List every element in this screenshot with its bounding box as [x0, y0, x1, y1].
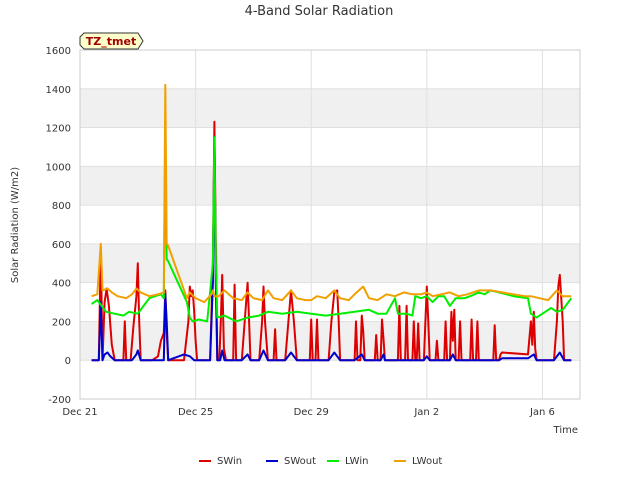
legend-label-swout: SWout [284, 456, 316, 467]
y-tick-label: 800 [52, 201, 71, 212]
badge-label: TZ_tmet [86, 35, 136, 48]
badge-shape [79, 32, 144, 50]
legend: SWin SWout LWin LWout [199, 456, 442, 467]
y-tick-label: 400 [52, 279, 71, 290]
plot-band [80, 243, 580, 283]
series-line-lwout [91, 83, 572, 304]
x-axis-label: Time [553, 425, 578, 436]
station-badge: TZ_tmet [79, 32, 144, 50]
y-tick-label: 1000 [46, 162, 71, 173]
x-tick-label: Dec 25 [178, 407, 213, 418]
y-tick-label: 0 [65, 356, 71, 367]
y-axis-label: Solar Radiation (W/m2) [10, 167, 21, 283]
y-tick-label: 200 [52, 317, 71, 328]
x-tick-label: Dec 29 [294, 407, 329, 418]
series-line-swout [91, 136, 572, 362]
series-lines [91, 83, 573, 362]
legend-label-swin: SWin [217, 456, 242, 467]
x-tick-label: Jan 2 [413, 407, 439, 418]
x-tick-label: Jan 6 [529, 407, 555, 418]
x-tick-label: Dec 21 [62, 407, 97, 418]
legend-label-lwout: LWout [412, 456, 442, 467]
y-tick-label: 1200 [46, 124, 71, 135]
y-tick-label: 600 [52, 240, 71, 251]
series-line-swin [91, 120, 572, 362]
y-tick-label: 1600 [46, 46, 71, 57]
legend-label-lwin: LWin [345, 456, 368, 467]
y-tick-labels: -200 0 200 400 600 800 1000 1200 1400 1600 [46, 46, 71, 406]
y-tick-label: -200 [48, 395, 71, 406]
plot-band [80, 88, 580, 128]
x-tick-labels: Dec 21 Dec 25 Dec 29 Jan 2 Jan 6 [62, 407, 555, 418]
plot-frame [79, 49, 581, 400]
plot-band [80, 166, 580, 206]
chart-title: 4-Band Solar Radiation [245, 4, 394, 19]
y-tick-label: 1400 [46, 85, 71, 96]
